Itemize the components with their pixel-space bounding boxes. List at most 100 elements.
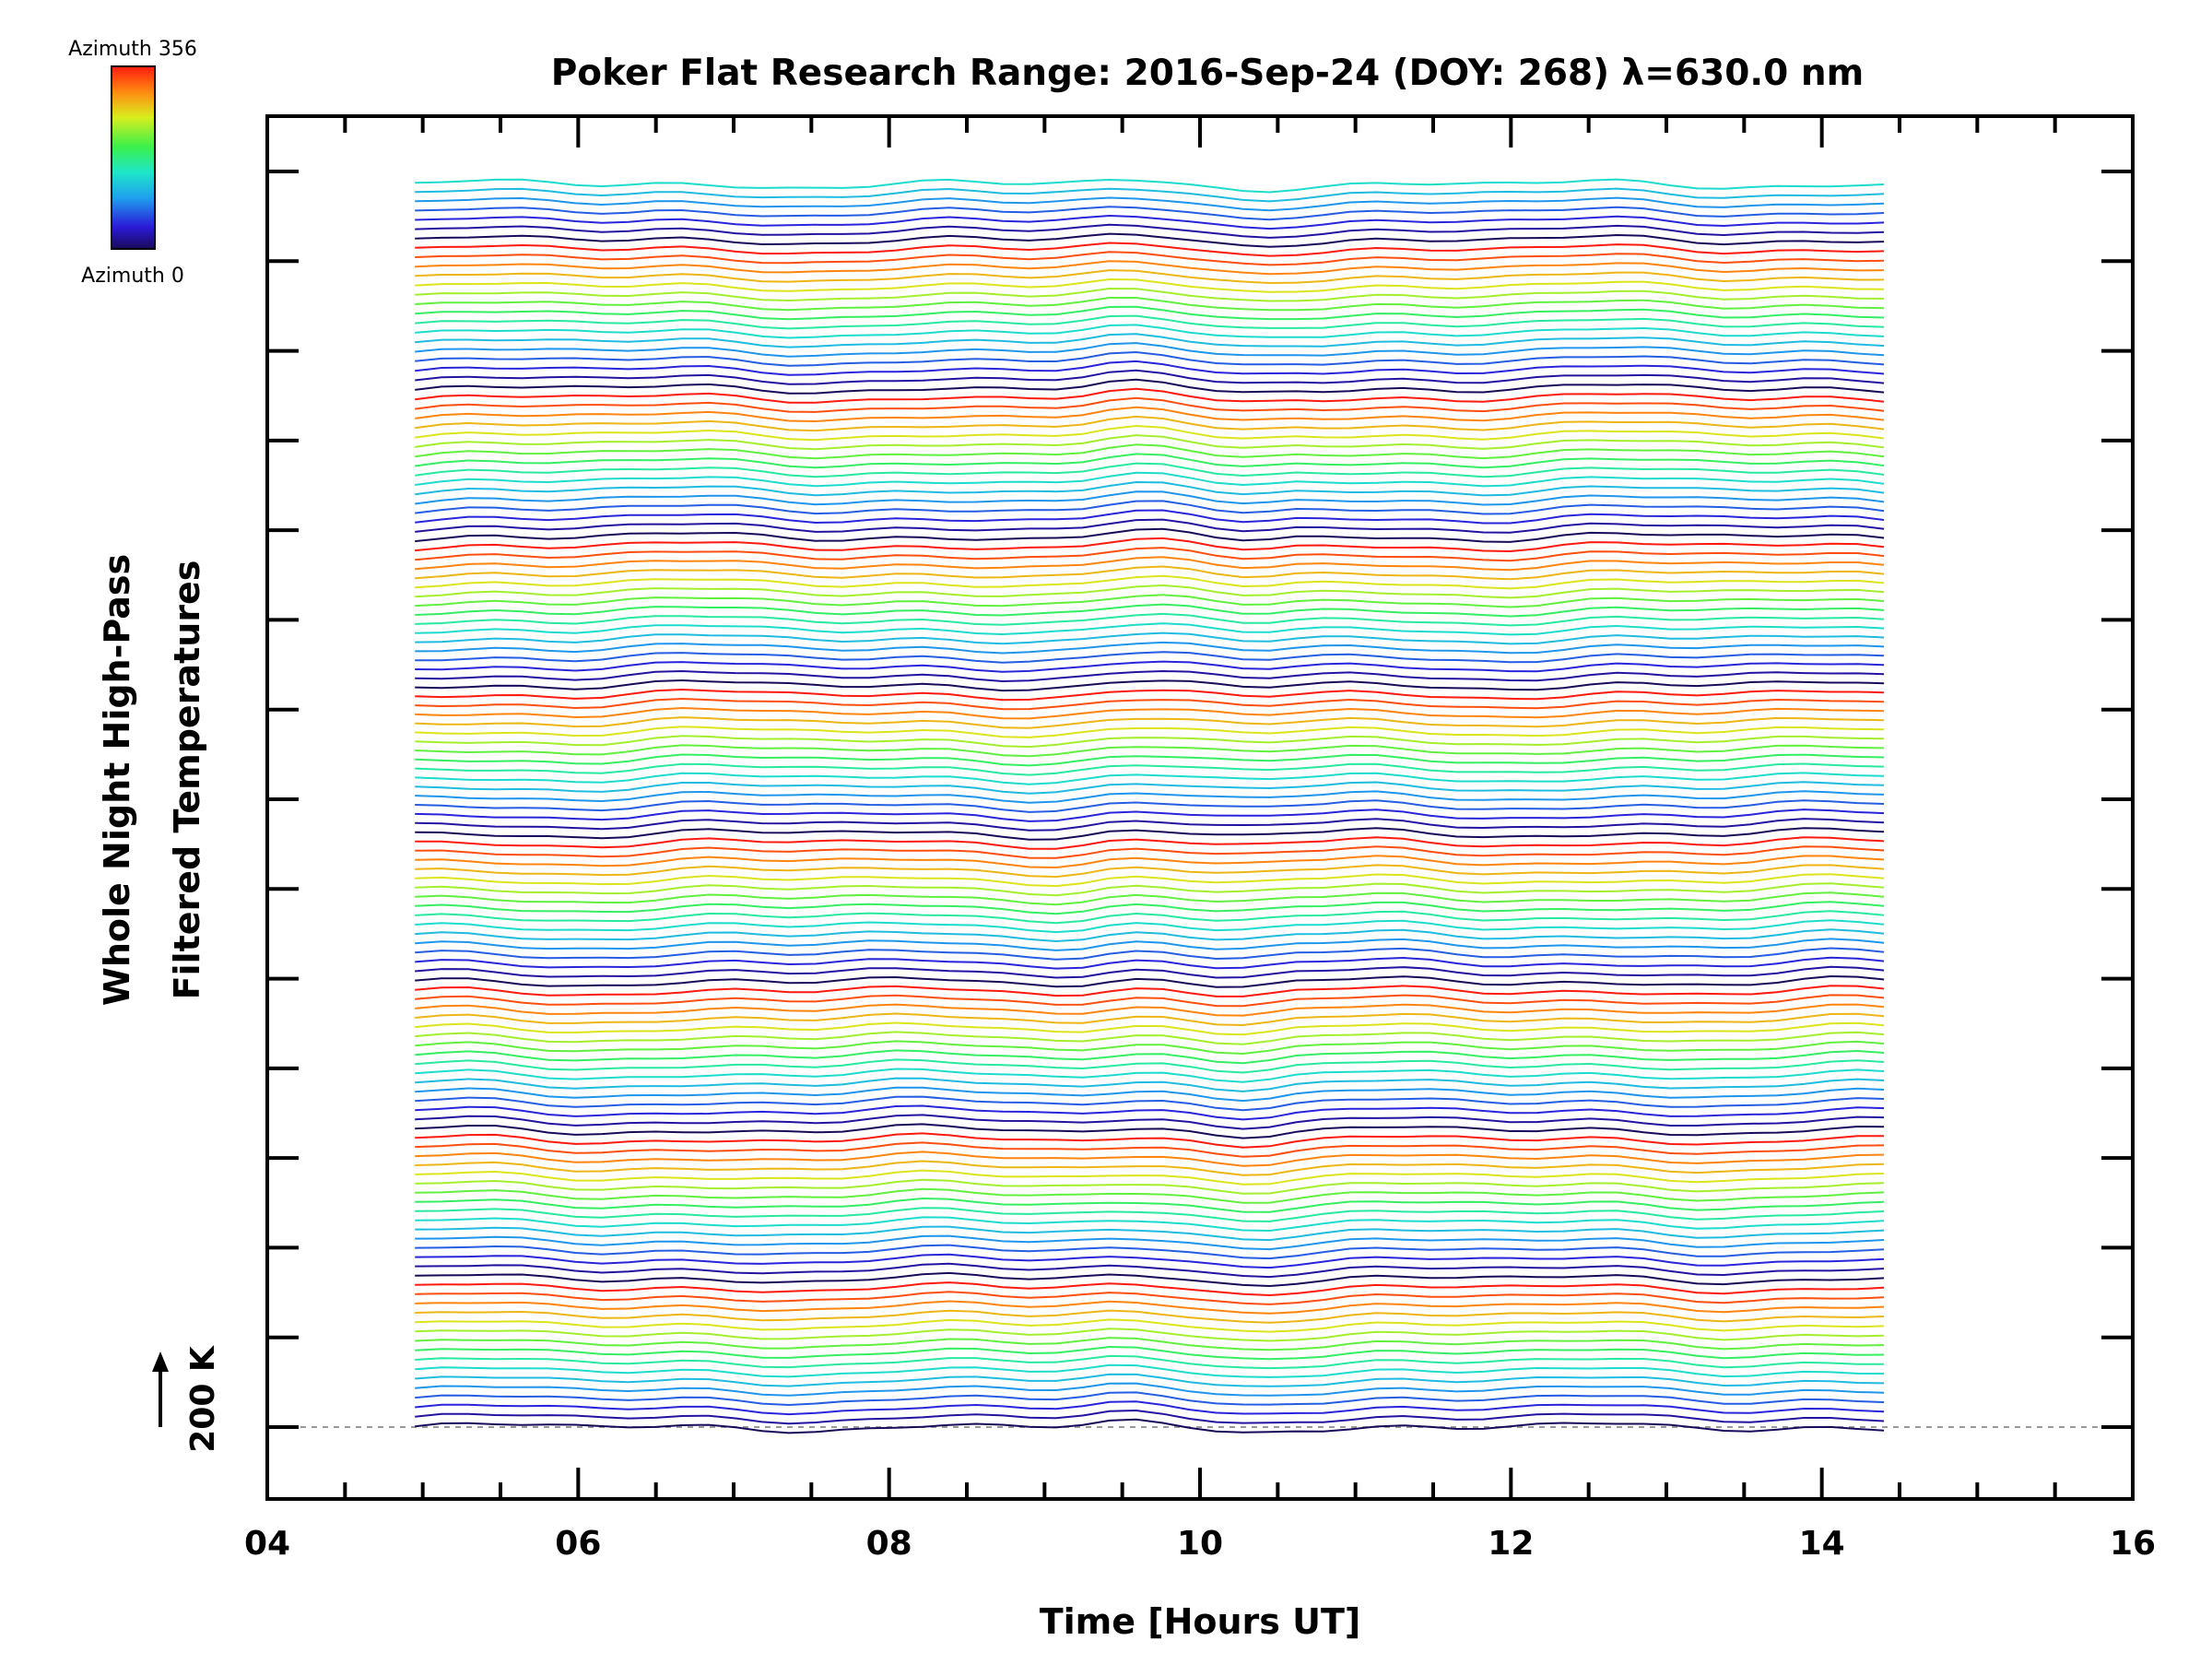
series-line bbox=[415, 928, 1885, 943]
x-tick-label: 12 bbox=[1488, 1525, 1534, 1563]
series-line bbox=[415, 1391, 1885, 1407]
series-line bbox=[415, 799, 1885, 813]
series-line bbox=[415, 206, 1885, 221]
series-line bbox=[415, 1328, 1885, 1342]
series-line bbox=[415, 297, 1885, 312]
series-line bbox=[415, 1077, 1885, 1092]
series-line bbox=[415, 251, 1885, 266]
colorbar-bottom-label: Azimuth 0 bbox=[81, 265, 184, 288]
y-ticks-group bbox=[267, 170, 2133, 1429]
series-line bbox=[415, 1337, 1885, 1351]
chart-title: Poker Flat Research Range: 2016-Sep-24 (… bbox=[551, 53, 1865, 94]
series-line bbox=[415, 1151, 1885, 1167]
series-line bbox=[415, 864, 1885, 879]
series-line bbox=[415, 706, 1885, 720]
series-line bbox=[415, 697, 1885, 711]
series-line bbox=[415, 424, 1885, 442]
series-line bbox=[415, 772, 1885, 785]
series-line bbox=[415, 1160, 1885, 1176]
series-line bbox=[415, 1068, 1885, 1083]
series-line bbox=[415, 956, 1885, 970]
series-line bbox=[415, 1040, 1885, 1056]
series-line bbox=[415, 1291, 1885, 1305]
series-line bbox=[415, 1095, 1885, 1112]
series-line bbox=[415, 1178, 1885, 1195]
series-line bbox=[415, 1309, 1885, 1324]
series-line bbox=[415, 443, 1885, 460]
series-line bbox=[415, 994, 1885, 1008]
series-line bbox=[415, 223, 1885, 239]
series-line bbox=[415, 471, 1885, 488]
series-line bbox=[415, 584, 1885, 599]
series-line bbox=[415, 612, 1885, 627]
series-line bbox=[415, 406, 1885, 423]
series-line bbox=[415, 919, 1885, 934]
series-line bbox=[415, 1049, 1885, 1065]
y-axis-label-line1: Whole Night High-Pass bbox=[97, 554, 137, 1006]
series-line bbox=[415, 480, 1885, 497]
series-line bbox=[415, 882, 1885, 897]
series-line bbox=[415, 1271, 1885, 1288]
x-tick-labels-group: 04 06 08 10 12 14 16 bbox=[244, 1525, 2156, 1563]
series-line bbox=[415, 651, 1885, 664]
series-line bbox=[415, 350, 1885, 367]
series-line bbox=[415, 1225, 1885, 1242]
x-tick-label: 16 bbox=[2110, 1525, 2156, 1563]
series-line bbox=[415, 1400, 1885, 1416]
series-line bbox=[415, 187, 1885, 203]
series-line bbox=[415, 537, 1885, 553]
series-line bbox=[415, 1281, 1885, 1297]
series-line bbox=[415, 679, 1885, 692]
colorbar bbox=[111, 65, 156, 250]
series-line bbox=[415, 1197, 1885, 1213]
series-line bbox=[415, 744, 1885, 758]
series-line bbox=[415, 1216, 1885, 1233]
series-line bbox=[415, 1086, 1885, 1103]
series-line bbox=[415, 518, 1885, 534]
x-tick-label: 04 bbox=[244, 1525, 290, 1563]
series-line bbox=[415, 1244, 1885, 1260]
series-line bbox=[415, 781, 1885, 795]
series-line bbox=[415, 891, 1885, 906]
series-line bbox=[415, 462, 1885, 478]
series-line bbox=[415, 269, 1885, 285]
series-line bbox=[415, 688, 1885, 702]
series-line bbox=[415, 669, 1885, 683]
series-line bbox=[415, 1345, 1885, 1361]
series-line bbox=[415, 1132, 1885, 1149]
x-tick-label: 14 bbox=[1799, 1525, 1845, 1563]
series-line bbox=[415, 574, 1885, 590]
series-line bbox=[415, 196, 1885, 212]
series-line bbox=[415, 1141, 1885, 1158]
series-line bbox=[415, 1207, 1885, 1222]
series-line bbox=[415, 1187, 1885, 1204]
series-line bbox=[415, 342, 1885, 358]
series-line bbox=[415, 369, 1885, 385]
series-line bbox=[415, 762, 1885, 776]
series-line bbox=[415, 716, 1885, 729]
series-line bbox=[415, 790, 1885, 804]
series-line bbox=[415, 1253, 1885, 1269]
series-line bbox=[415, 947, 1885, 961]
x-tick-label: 06 bbox=[555, 1525, 601, 1563]
series-line bbox=[415, 1373, 1885, 1387]
series-line bbox=[415, 453, 1885, 469]
series-line bbox=[415, 808, 1885, 822]
series-line bbox=[415, 396, 1885, 413]
series-line bbox=[415, 836, 1885, 850]
series-line bbox=[415, 641, 1885, 655]
series-line bbox=[415, 1382, 1885, 1397]
series-line bbox=[415, 232, 1885, 248]
series-line bbox=[415, 1104, 1885, 1121]
series-line bbox=[415, 509, 1885, 525]
series-line bbox=[415, 985, 1885, 997]
series-line bbox=[415, 314, 1885, 330]
series-line bbox=[415, 547, 1885, 562]
x-tick-label: 08 bbox=[866, 1525, 912, 1563]
scale-marker-arrow-head bbox=[152, 1351, 169, 1372]
series-line bbox=[415, 1021, 1885, 1036]
series-line bbox=[415, 1300, 1885, 1315]
series-line bbox=[415, 360, 1885, 376]
